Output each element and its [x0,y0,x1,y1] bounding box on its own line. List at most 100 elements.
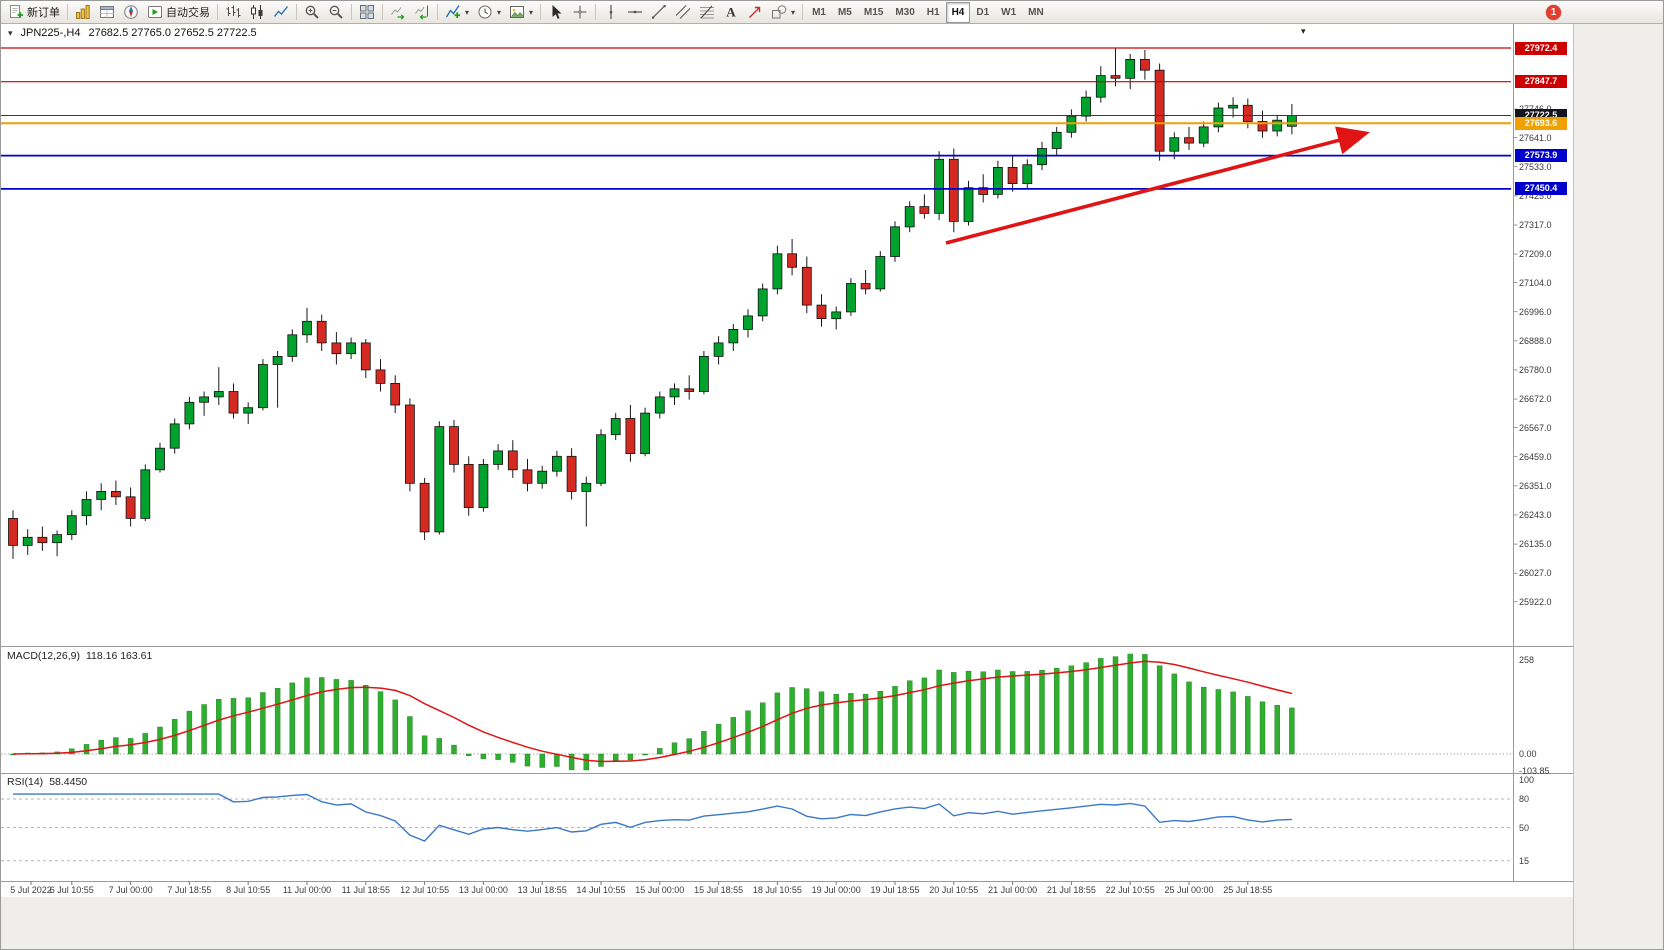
auto-scroll-button[interactable] [386,2,410,23]
timeframe-m1-button[interactable]: M1 [806,2,832,23]
rsi-line [13,793,1292,842]
chart-list-caret-icon[interactable]: ▾ [8,27,13,38]
candle [8,517,18,546]
chart-shift-button[interactable] [410,2,434,23]
data-window-button[interactable] [95,2,119,23]
new-order-button[interactable]: 新订单 [4,2,64,23]
arrow-tool-button[interactable] [743,2,767,23]
candle [890,226,900,257]
candle [801,266,812,306]
timeframe-m15-button[interactable]: M15 [858,2,889,23]
trendline-icon [651,4,667,20]
toolbar-separator [437,4,438,20]
candle [1198,126,1209,144]
timeframe-h4-button[interactable]: H4 [945,1,971,23]
rsi-header: RSI(14) 58.4450 [7,776,87,788]
shapes-button[interactable]: ▾ [767,2,799,23]
timeframe-w1-button[interactable]: W1 [995,2,1022,23]
toolbar-separator [296,4,297,20]
toolbar-separator [540,4,542,20]
candle [1287,115,1297,127]
candle [699,355,709,392]
candle [37,536,48,544]
main-toolbar: 新订单 自动交易 ▾ ▾ ▾ A ▾ M1 M5 M15 M30 H1 H4 D1 W1 MN 1 [1,1,1663,24]
candle [816,304,827,320]
new-order-label: 新订单 [27,7,60,19]
candle [346,342,357,355]
candle [610,418,621,436]
timeframe-m5-button[interactable]: M5 [832,2,858,23]
candle [684,388,695,392]
chart-expand-caret-icon[interactable]: ▾ [1301,26,1306,36]
horizontal-line-button[interactable] [623,2,647,23]
candle [537,470,548,484]
fibonacci-button[interactable] [695,2,719,23]
line-chart-icon [273,4,289,20]
timeframe-h1-button[interactable]: H1 [921,2,946,23]
timeframe-m30-button[interactable]: M30 [889,2,920,23]
crosshair-button[interactable] [568,2,592,23]
vertical-line-icon [603,4,619,20]
candle [272,355,283,365]
candle [625,418,636,454]
candle [772,253,783,290]
toolbar-separator [595,4,597,20]
candlesticks-button[interactable] [245,2,269,23]
status-bar-area [1,897,1573,949]
candle [713,342,724,357]
candle [787,253,797,268]
new-order-icon [8,4,24,20]
candle [596,434,606,484]
price-lines-layer[interactable] [1,47,1511,190]
line-chart-button[interactable] [269,2,293,23]
navigator-icon [123,4,139,20]
channel-button[interactable] [671,2,695,23]
candle [904,206,915,228]
vertical-line-button[interactable] [599,2,623,23]
candle [478,463,489,508]
periods-icon [477,4,493,20]
timeframe-d1-button[interactable]: D1 [970,2,995,23]
tile-windows-icon [359,4,375,20]
data-window-icon [99,4,115,20]
cursor-button[interactable] [544,2,568,23]
candle [243,407,254,414]
chart-title-row: ▾ JPN225-,H4 27682.5 27765.0 27652.5 277… [8,27,257,39]
rsi-value: 58.4450 [49,776,88,788]
periods-button[interactable]: ▾ [473,2,505,23]
navigator-button[interactable] [119,2,143,23]
candle [581,482,592,492]
candle [757,288,768,317]
trend-arrow[interactable] [945,126,1370,245]
templates-button[interactable]: ▾ [505,2,537,23]
autotrading-button[interactable]: 自动交易 [143,2,214,23]
candle [287,334,298,357]
notification-badge[interactable]: 1 [1546,5,1561,20]
toolbar-separator [351,4,352,20]
zoom-in-button[interactable] [300,2,324,23]
market-watch-button[interactable] [71,2,95,23]
text-label-button[interactable]: A [719,2,743,23]
candle [22,536,33,546]
zoom-out-button[interactable] [324,2,348,23]
candle [860,283,871,290]
candle [831,311,842,320]
candle [1242,104,1253,122]
candle [463,463,474,508]
bar-chart-button[interactable] [221,2,245,23]
candle [978,187,989,195]
candlesticks-icon [249,4,265,20]
text-label-icon: A [723,4,739,20]
autotrading-label: 自动交易 [166,7,210,19]
candle [302,320,312,336]
candlestick-chart[interactable] [1,24,1664,950]
trendline-button[interactable] [647,2,671,23]
tile-windows-button[interactable] [355,2,379,23]
candle [1022,164,1033,184]
chart-container[interactable]: ▾ JPN225-,H4 27682.5 27765.0 27652.5 277… [1,24,1664,950]
timeframe-mn-button[interactable]: MN [1022,2,1050,23]
indicators-add-button[interactable]: ▾ [441,2,473,23]
chart-ohlc-values: 27682.5 27765.0 27652.5 27722.5 [88,27,257,39]
candle [1257,121,1268,132]
